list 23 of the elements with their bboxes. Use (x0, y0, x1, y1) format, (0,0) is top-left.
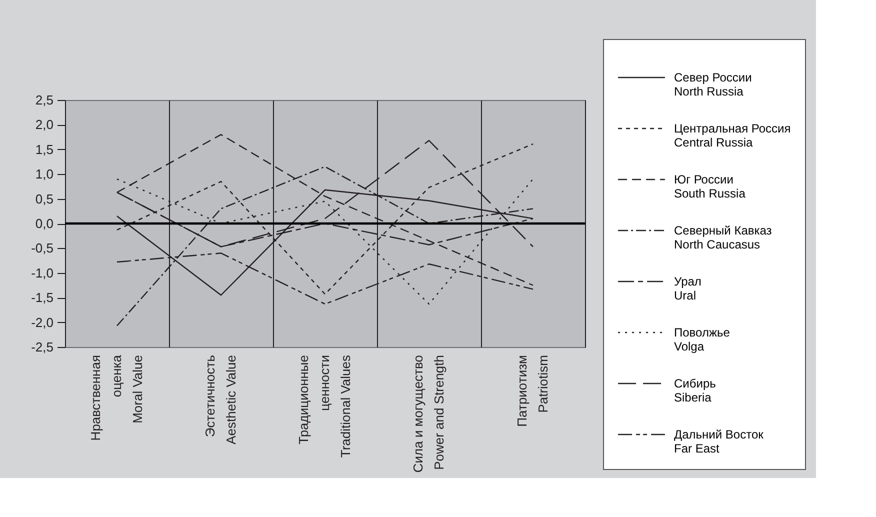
y-tick-label: 2,5 (35, 92, 54, 108)
y-tick-label: -1,0 (31, 265, 54, 280)
y-tick-label: 1,5 (35, 142, 54, 157)
legend-label: Юг России South Russia (674, 172, 746, 200)
legend-label: Центральная Россия Central Russia (674, 122, 791, 150)
y-tick-label: 0,5 (35, 191, 54, 206)
y-tick-label: -2,0 (31, 314, 54, 330)
y-tick-label: -2,5 (31, 340, 54, 354)
y-tick-label: 2,0 (35, 117, 54, 132)
y-tick-label: -0,5 (31, 240, 54, 256)
y-tick-label: -1,5 (31, 290, 54, 306)
legend-label: Дальний Восток Far East (674, 428, 764, 456)
category-label: Нравственная оценка Moral Value (88, 355, 145, 441)
category-label: Традиционные ценности Traditional Values (296, 355, 353, 458)
y-tick-label: 0,0 (35, 216, 54, 231)
legend-label: Урал Ural (674, 274, 702, 302)
category-label: Эстетичность Aesthetic Value (202, 355, 238, 444)
legend-label: Поволжье Volga (674, 326, 730, 354)
legend-label: Северный Кавказ North Caucasus (674, 224, 772, 252)
legend-label: Север России North Russia (674, 70, 752, 98)
category-label: Патриотизм Patriotism (514, 355, 550, 427)
legend-label: Сибирь Siberia (674, 376, 716, 404)
y-tick-label: 1,0 (35, 166, 54, 182)
